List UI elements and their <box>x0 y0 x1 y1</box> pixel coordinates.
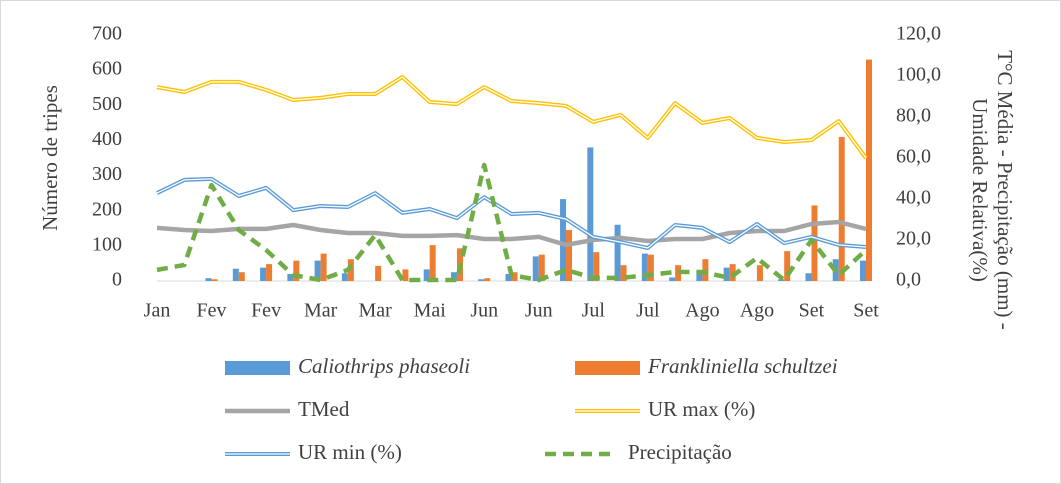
legend-label: Caliothrips phaseoli <box>298 354 470 378</box>
legend-label: TMed <box>298 397 350 421</box>
bar <box>211 279 218 281</box>
bar <box>484 278 491 281</box>
line-series <box>156 162 868 283</box>
bar <box>566 230 573 281</box>
bar <box>266 264 273 281</box>
bar <box>505 273 512 281</box>
y2-tick-label: 20,0 <box>896 228 931 250</box>
bar <box>587 147 594 281</box>
x-tick-label: Jan <box>144 300 171 322</box>
bar <box>402 269 409 281</box>
y-tick-label: 400 <box>92 128 122 150</box>
bar <box>478 279 485 281</box>
bar <box>784 251 791 281</box>
bar <box>347 259 354 281</box>
bar <box>696 270 703 281</box>
y2-tick-label: 60,0 <box>896 146 931 168</box>
bar <box>702 259 709 281</box>
y-tick-label: 600 <box>92 58 122 80</box>
y2-tick-label: 0,0 <box>896 269 921 291</box>
y2-axis-title: T°C Média - Precipitação (mm) - <box>993 50 1017 330</box>
bar <box>838 136 845 281</box>
bar <box>532 256 539 281</box>
bar <box>669 277 676 281</box>
x-tick-label: Fev <box>251 300 281 322</box>
line-series-inner <box>156 178 867 249</box>
y2-tick-label: 120,0 <box>896 23 941 45</box>
y-tick-label: 0 <box>112 269 122 291</box>
bar <box>450 272 457 281</box>
x-tick-label: Ago <box>740 300 774 322</box>
bar <box>511 272 518 281</box>
y-axis-title: Número de tripes <box>38 85 62 231</box>
y2-tick-label: 100,0 <box>896 64 941 86</box>
bar <box>641 253 648 281</box>
legend-swatch <box>575 361 640 375</box>
x-tick-label: Fev <box>197 300 227 322</box>
y-tick-label: 700 <box>92 23 122 45</box>
bar <box>314 260 321 281</box>
bar <box>238 272 245 281</box>
bar <box>560 199 567 281</box>
y-tick-label: 500 <box>92 93 122 115</box>
x-tick-label: Jun <box>470 300 498 322</box>
x-tick-label: Mai <box>414 300 447 322</box>
bar <box>675 265 682 281</box>
bar <box>320 253 327 281</box>
y-tick-label: 200 <box>92 198 122 220</box>
bar <box>205 278 212 281</box>
bar <box>866 59 872 281</box>
y-tick-label: 100 <box>92 233 122 255</box>
bar <box>538 254 545 281</box>
bar <box>723 267 730 281</box>
x-tick-label: Jun <box>525 300 553 322</box>
bar <box>260 267 267 281</box>
bar <box>805 273 812 281</box>
bar <box>287 273 294 281</box>
legend-label: UR max (%) <box>648 397 755 421</box>
legend-label: UR min (%) <box>298 440 402 464</box>
x-tick-label: Mar <box>358 300 392 322</box>
x-tick-label: Ago <box>685 300 719 322</box>
bar <box>423 269 430 281</box>
y-tick-label: 300 <box>92 163 122 185</box>
bar <box>232 268 239 281</box>
bar <box>756 265 763 281</box>
x-tick-label: Jul <box>582 300 606 322</box>
y2-tick-label: 40,0 <box>896 187 931 209</box>
bar <box>614 224 621 281</box>
x-tick-label: Set <box>853 300 879 322</box>
bar <box>811 205 818 281</box>
bar <box>293 260 300 281</box>
line-series-inner <box>156 76 867 159</box>
bar <box>860 260 866 281</box>
x-tick-label: Mar <box>304 300 338 322</box>
bar <box>620 265 627 281</box>
bar <box>647 254 654 281</box>
bar <box>593 252 600 281</box>
bar <box>375 265 382 281</box>
y2-axis-title: Umidade Relativa(%) <box>968 98 992 282</box>
x-tick-label: Set <box>799 300 825 322</box>
y2-tick-label: 80,0 <box>896 105 931 127</box>
legend-swatch <box>225 361 290 375</box>
bar <box>341 273 348 281</box>
bar <box>429 245 436 281</box>
bar <box>729 264 736 281</box>
legend-label: Precipitação <box>628 440 732 464</box>
x-tick-label: Jul <box>636 300 660 322</box>
legend-label: Frankliniella schultzei <box>647 354 838 378</box>
